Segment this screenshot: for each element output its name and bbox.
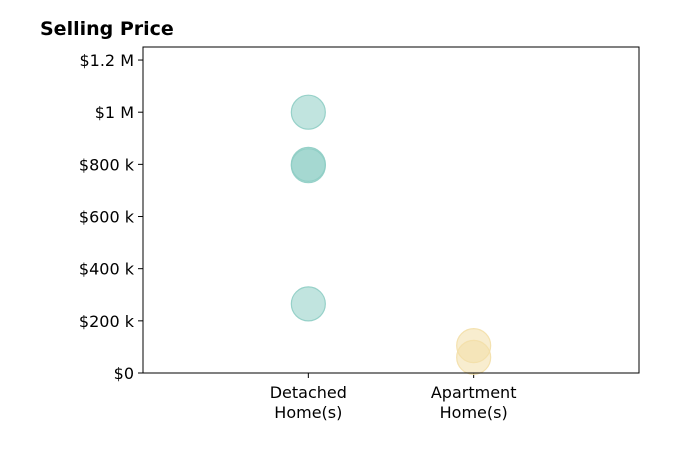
y-tick-label: $800 k: [79, 155, 135, 174]
y-tick-label: $0: [114, 364, 134, 383]
x-tick-label: Home(s): [274, 403, 342, 422]
y-tick-label: $600 k: [79, 208, 135, 227]
y-tick-label: $200 k: [79, 312, 135, 331]
data-point: [290, 148, 326, 184]
data-point: [456, 339, 492, 375]
data-point: [290, 94, 326, 130]
x-tick-label: Detached: [270, 383, 347, 402]
chart-title: Selling Price: [40, 18, 174, 40]
x-tick-label: Home(s): [440, 403, 508, 422]
y-tick-label: $1.2 M: [79, 51, 134, 70]
x-tick-label: Apartment: [431, 383, 517, 402]
y-tick-label: $1 M: [95, 103, 134, 122]
plot-area-frame: [142, 46, 640, 374]
y-tick-label: $400 k: [79, 260, 135, 279]
data-points: [290, 94, 492, 375]
y-axis: $0 $200 k $400 k $600 k $800 k $1 M $1.2 M: [79, 51, 143, 383]
data-point: [290, 286, 326, 322]
